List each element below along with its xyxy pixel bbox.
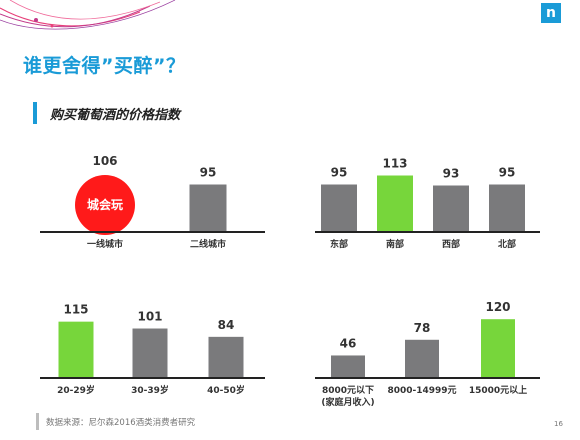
category-label: 南部 (386, 238, 404, 250)
bar (58, 321, 94, 378)
bar-value-label: 95 (200, 166, 217, 180)
category-label: 30-39岁 (131, 384, 169, 396)
bar-value-label: 95 (331, 166, 348, 180)
category-label: (家庭月收入) (321, 396, 374, 408)
category-label: 北部 (498, 238, 516, 250)
bar-value-label: 113 (382, 157, 407, 171)
bar-value-label: 84 (218, 318, 235, 332)
bar-value-label: 78 (414, 321, 431, 335)
bar (377, 175, 413, 232)
bar (331, 355, 365, 378)
source-note: 数据来源：尼尔森2016酒类消费者研究 (46, 418, 196, 428)
category-label: 20-29岁 (57, 384, 95, 396)
highlight-badge-text: 城会玩 (87, 197, 123, 212)
bar (433, 185, 469, 232)
bar-value-label: 115 (63, 303, 88, 317)
category-label: 8000元以下 (322, 385, 374, 396)
category-label: 东部 (330, 238, 348, 250)
bar-value-label: 101 (137, 310, 162, 324)
bar (189, 184, 227, 232)
bar (321, 184, 357, 232)
source-accent-bar (36, 413, 39, 430)
category-label: 15000元以上 (469, 384, 527, 396)
brand-logo: n (541, 3, 561, 23)
bar-value-label: 46 (340, 336, 357, 350)
category-label: 8000-14999元 (387, 385, 456, 396)
bar-value-label: 106 (92, 154, 117, 168)
subtitle-accent-bar (33, 102, 37, 124)
bar (132, 328, 168, 378)
category-label: 一线城市 (87, 238, 123, 250)
bar-value-label: 120 (485, 300, 510, 314)
bar-value-label: 95 (499, 166, 516, 180)
decorative-swoosh-lines (0, 0, 176, 30)
category-label: 西部 (442, 238, 460, 250)
bar (208, 336, 244, 378)
bar-value-label: 93 (443, 167, 460, 181)
page-subtitle: 购买葡萄酒的价格指数 (50, 108, 181, 123)
page-number: 16 (554, 420, 563, 428)
bar (481, 319, 515, 378)
bar (489, 184, 525, 232)
category-label: 二线城市 (190, 238, 226, 250)
highlight-circle (75, 175, 135, 235)
bar (405, 339, 439, 378)
category-label: 40-50岁 (207, 384, 245, 396)
page-title: 谁更舍得”买醉”？ (23, 55, 186, 77)
